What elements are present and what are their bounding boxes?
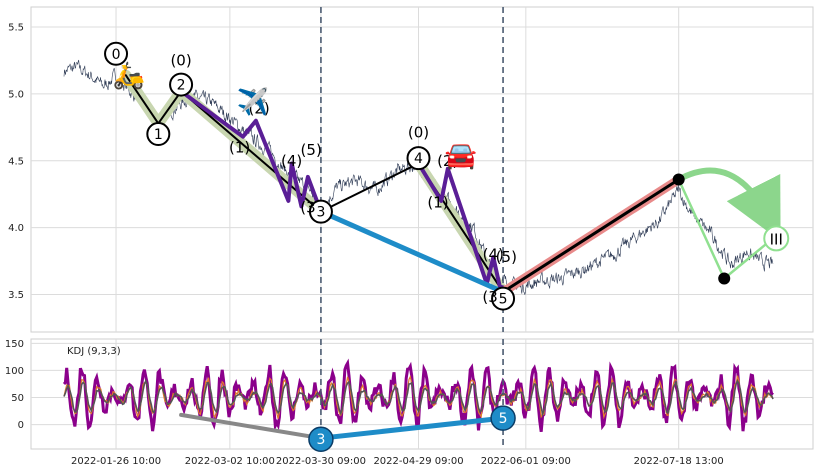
wave-label-text: 5 (499, 292, 508, 308)
wave-label-text: (0) (408, 124, 429, 142)
wave-label-circle (146, 122, 171, 147)
wave-label-text: 2 (177, 78, 186, 94)
kdj-bubble-label: 3 (316, 432, 325, 448)
wave-label-text: (3 (300, 199, 315, 217)
wave-label-text: (1) (427, 193, 448, 211)
x-tick-label: 2022-03-30 09:00 (276, 456, 366, 467)
wave-label-text: 3 (316, 205, 325, 221)
x-tick-label: 2022-06-01 09:00 (481, 456, 571, 467)
price-y-tick-label: 3.5 (8, 290, 24, 301)
wave-label-text: 4 (414, 151, 423, 167)
wave-label-circle (169, 72, 194, 97)
pivot-dot (718, 272, 731, 285)
x-tick-label: 2022-07-18 13:00 (634, 456, 724, 467)
wave-label-text: (2) (249, 100, 270, 118)
x-tick-label: 2022-04-29 09:00 (373, 456, 463, 467)
emoji-annotation: ✈️ (236, 86, 268, 118)
kdj-bubble (490, 405, 516, 431)
x-tick-label: 2022-01-26 10:00 (71, 456, 161, 467)
price-y-tick-label: 4.5 (8, 156, 24, 167)
pivot-dot (672, 173, 685, 186)
projection-arrow (677, 167, 781, 242)
wave-line (318, 209, 506, 295)
wave-label-text: (4) (281, 152, 302, 170)
kdj-y-tick-label: 100 (5, 366, 24, 377)
price-y-tick-label: 5.0 (8, 89, 24, 100)
price-y-tick-label: 5.5 (8, 23, 24, 34)
wave-label-circle (491, 286, 516, 311)
wave-label-text: (2) (437, 152, 458, 170)
kdj-y-tick-label: 50 (11, 393, 24, 404)
wave-label-text: III (770, 230, 783, 248)
wave-label-text: (5) (301, 141, 322, 159)
wave-label-circle (406, 146, 431, 171)
wave-line (179, 89, 323, 214)
wave-label-text: (1) (229, 138, 250, 156)
wave-label-text: (0) (170, 51, 191, 69)
kdj-trend-line (179, 412, 323, 441)
kdj-legend: KDJ (9,3,3) (67, 346, 121, 357)
wave-label-circle (104, 41, 129, 66)
price-y-tick-label: 4.0 (8, 223, 24, 234)
wave-label-circle (763, 225, 790, 252)
wave-label-text: (4) (483, 245, 504, 263)
kdj-y-tick-label: 0 (18, 420, 24, 431)
wave-label-circle (308, 199, 333, 224)
wave-line (501, 178, 681, 294)
kdj-trend-line (318, 415, 506, 441)
wave-label-text: 1 (154, 127, 163, 143)
wave-label-text: 0 (112, 47, 121, 63)
kdj-bubble-label: 5 (499, 411, 508, 427)
emoji-annotation: 🚘 (445, 141, 477, 171)
x-tick-label: 2022-03-02 10:00 (185, 456, 275, 467)
kdj-bubble (308, 426, 334, 452)
kdj-j-line (62, 358, 774, 433)
wave-label-text: (5) (496, 248, 517, 266)
kdj-y-tick-label: 150 (5, 339, 24, 350)
emoji-annotation: 🛵 (113, 61, 145, 91)
wave-label-text: (3 (482, 288, 497, 306)
kdj-d-line (63, 378, 774, 418)
